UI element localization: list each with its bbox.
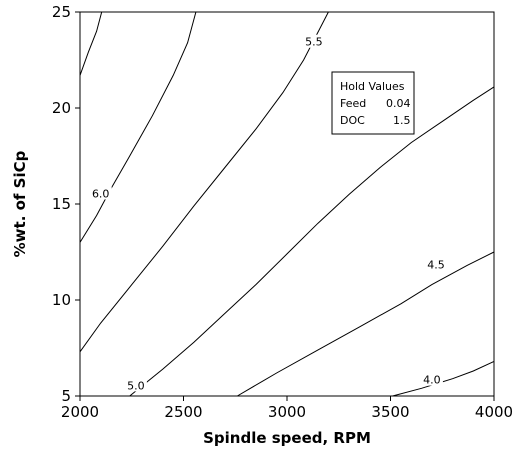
- y-tick-label: 20: [52, 99, 71, 117]
- legend-title: Hold Values: [340, 80, 405, 93]
- legend-feed-value: 0.04: [386, 97, 411, 110]
- y-axis-title: %wt. of SiCp: [11, 150, 29, 257]
- contour-line: [237, 251, 495, 397]
- y-tick-label: 15: [52, 195, 71, 213]
- contour-label-bg: [302, 34, 325, 48]
- contour-line: [392, 360, 495, 397]
- contour-label: 4.5: [427, 258, 445, 271]
- contour-lines: [79, 11, 495, 397]
- y-tick-label: 25: [52, 3, 71, 21]
- x-tick-label: 3000: [268, 403, 306, 421]
- x-axis-ticks: 2000 2500 3000 3500 4000: [61, 396, 513, 421]
- x-tick-label: 4000: [475, 403, 513, 421]
- legend-box: [331, 71, 415, 135]
- x-axis-title: Spindle speed, RPM: [203, 429, 371, 447]
- contour-line: [79, 11, 329, 353]
- legend-doc-label: DOC: [340, 114, 365, 127]
- plot-frame: [79, 11, 495, 397]
- x-tick-label: 3500: [371, 403, 409, 421]
- y-axis-ticks: 5 10 15 20 25: [52, 3, 80, 405]
- x-tick-label: 2000: [61, 403, 99, 421]
- contour-label: 6.0: [92, 187, 110, 200]
- contour-label-bg: [124, 378, 147, 392]
- legend-doc-value: 1.5: [393, 114, 411, 127]
- contour-label-bg: [425, 257, 448, 271]
- hold-values-legend: Hold Values Feed 0.04 DOC 1.5: [331, 71, 415, 135]
- contour-line: [79, 11, 103, 76]
- contour-label-bg: [420, 372, 443, 386]
- contour-label: 5.5: [305, 36, 323, 49]
- contour-label: 5.0: [127, 379, 145, 392]
- legend-feed-label: Feed: [340, 97, 366, 110]
- contour-line: [129, 86, 495, 397]
- contour-labels: 6.0 5.5 5.0 4.5 4.0: [89, 34, 448, 392]
- y-tick-label: 5: [61, 387, 71, 405]
- contour-line: [79, 11, 197, 243]
- y-tick-label: 10: [52, 291, 71, 309]
- contour-label: 4.0: [423, 374, 441, 387]
- contour-label-bg: [89, 186, 112, 200]
- x-tick-label: 2500: [164, 403, 202, 421]
